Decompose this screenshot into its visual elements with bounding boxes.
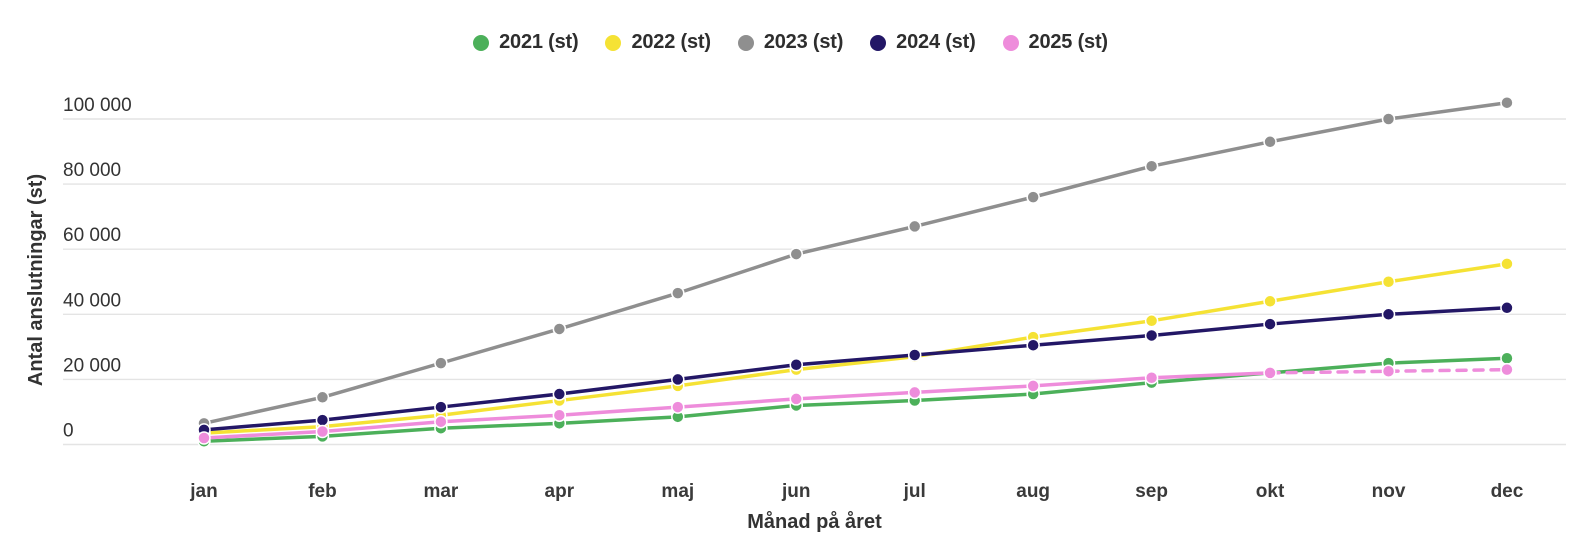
legend-label: 2025 (st) [1028, 31, 1109, 53]
y-tick-label: 0 [63, 421, 74, 442]
x-tick-label: jul [903, 481, 926, 502]
y-tick-label: 80 000 [63, 160, 121, 181]
series-line [202, 100, 1509, 426]
x-tick-label: feb [308, 481, 337, 502]
data-point [1026, 338, 1040, 352]
data-point [1263, 294, 1277, 309]
data-point [434, 414, 448, 429]
series-2024 [197, 301, 1514, 437]
data-point [907, 348, 922, 362]
data-point [1381, 112, 1396, 126]
x-tick-label: aug [1016, 481, 1050, 502]
data-point [197, 431, 211, 445]
legend-dot [473, 34, 490, 51]
data-point [907, 219, 922, 234]
y-tick-label: 60 000 [63, 225, 121, 246]
data-point [789, 392, 803, 406]
data-point [1263, 317, 1277, 331]
data-point [671, 400, 685, 414]
legend-dot [605, 34, 622, 51]
data-point [1500, 362, 1514, 377]
data-point [907, 385, 922, 400]
x-axis-title: Månad på året [747, 511, 882, 533]
legend-label: 2021 (st) [499, 31, 579, 53]
data-point [1500, 301, 1514, 315]
data-point [1144, 159, 1159, 173]
x-tick-label: okt [1256, 481, 1285, 502]
data-point [671, 286, 685, 300]
x-tick-label: jun [781, 481, 811, 502]
data-point [552, 387, 567, 401]
data-point [315, 413, 330, 427]
legend-label: 2023 (st) [763, 31, 844, 53]
data-point [789, 247, 803, 261]
data-point [789, 358, 803, 372]
data-point [1144, 371, 1159, 385]
data-point [1026, 190, 1040, 204]
data-point [1500, 95, 1514, 110]
legend-item-2021[interactable]: 2021 (st) [473, 31, 579, 54]
x-tick-label: jan [189, 481, 217, 502]
data-point [1381, 364, 1396, 379]
legend-label: 2024 (st) [896, 31, 976, 53]
data-point [315, 424, 330, 439]
legend-item-2024[interactable]: 2024 (st) [870, 31, 976, 54]
data-point [1381, 275, 1396, 289]
y-tick-label: 40 000 [63, 290, 121, 311]
x-tick-label: sep [1135, 481, 1168, 502]
chart-legend: 2021 (st) 2022 (st) 2023 (st) 2024 (st) 2025… [0, 31, 1581, 54]
x-tick-label: dec [1491, 481, 1524, 502]
legend-dot [870, 34, 887, 51]
data-point [671, 372, 685, 387]
data-point [1263, 366, 1277, 380]
data-point [1500, 351, 1514, 365]
legend-dot [737, 34, 754, 51]
series-2025 [197, 362, 1514, 445]
data-point [1026, 379, 1040, 393]
series-line [202, 371, 1272, 440]
data-point [1263, 135, 1277, 149]
data-point [552, 322, 567, 336]
series-2021 [197, 351, 1514, 448]
legend-item-2022[interactable]: 2022 (st) [605, 31, 711, 54]
legend-item-2025[interactable]: 2025 (st) [1002, 31, 1109, 54]
data-point [552, 408, 567, 422]
x-tick-label: mar [423, 481, 458, 502]
x-tick-label: apr [545, 481, 575, 502]
x-tick-label: maj [661, 481, 694, 502]
series-line [202, 262, 1509, 435]
data-point [1500, 257, 1514, 271]
data-point [315, 390, 330, 405]
data-point [434, 400, 448, 414]
legend-item-2023[interactable]: 2023 (st) [737, 31, 844, 54]
y-tick-label: 100 000 [63, 95, 132, 116]
series-line [202, 306, 1509, 432]
y-tick-label: 20 000 [63, 355, 121, 376]
data-point [1381, 307, 1396, 322]
data-point [434, 356, 448, 370]
legend-dot [1002, 34, 1019, 51]
data-point [1144, 328, 1159, 343]
data-point [1144, 314, 1159, 328]
x-tick-label: nov [1372, 481, 1406, 502]
legend-label: 2022 (st) [631, 31, 711, 53]
